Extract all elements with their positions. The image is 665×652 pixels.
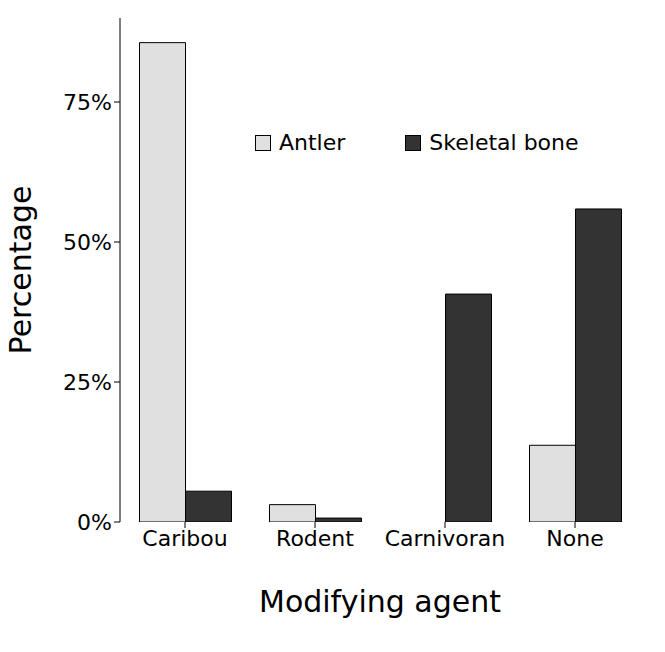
svg-text:50%: 50%: [63, 230, 112, 255]
svg-text:None: None: [546, 526, 603, 551]
svg-text:25%: 25%: [63, 370, 112, 395]
svg-text:Carnivoran: Carnivoran: [385, 526, 506, 551]
svg-text:Percentage: Percentage: [3, 186, 38, 355]
svg-text:Rodent: Rodent: [276, 526, 354, 551]
svg-text:75%: 75%: [63, 90, 112, 115]
svg-text:Caribou: Caribou: [142, 526, 227, 551]
html-text:Antler: Antler: [279, 130, 346, 155]
html-text:Skeletal bone: Skeletal bone: [429, 130, 579, 155]
svg-text:Modifying agent: Modifying agent: [259, 584, 501, 619]
svg-text:0%: 0%: [77, 510, 112, 535]
